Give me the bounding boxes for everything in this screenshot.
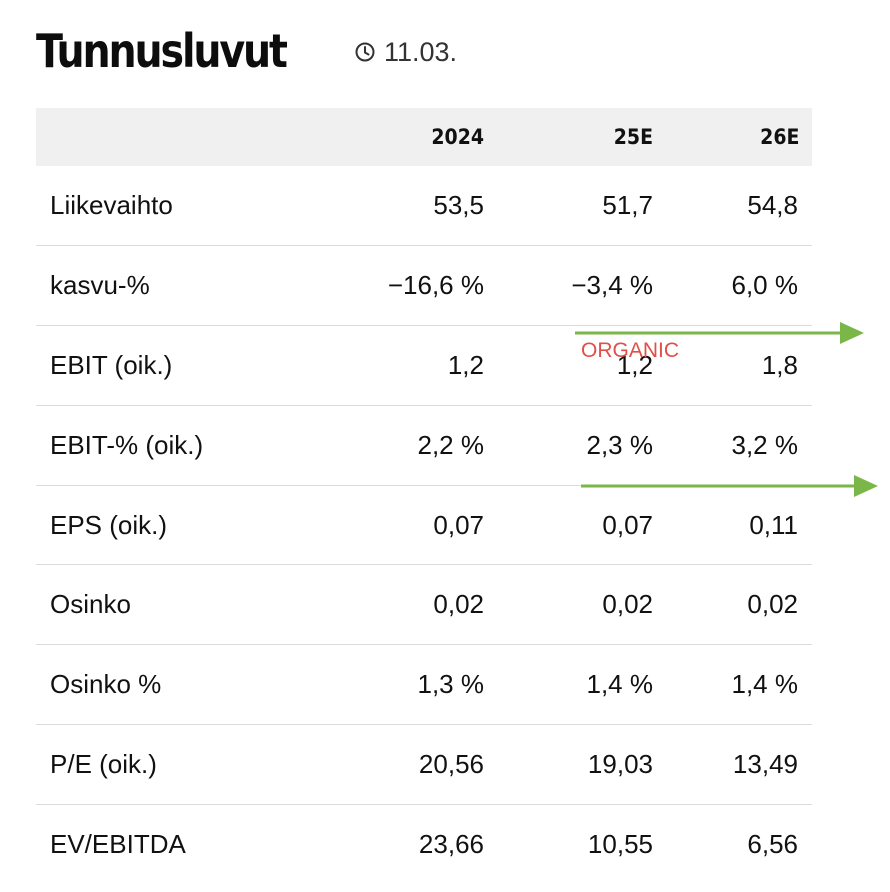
value-cell: 0,07 [602, 509, 653, 540]
value-cell: 0,02 [602, 589, 653, 620]
value-cell: 1,4 % [731, 669, 799, 700]
value-cell: 1,3 % [417, 669, 485, 700]
row-label: kasvu-% [50, 270, 150, 301]
value-cell: 1,2 [447, 349, 484, 380]
value-cell: −16,6 % [387, 270, 484, 301]
value-cell: 51,7 [602, 190, 653, 221]
annotation-arrowhead-top [840, 322, 864, 344]
annotation-arrowhead-bottom [854, 475, 878, 497]
title-row: Tunnusluvut 11.03. [36, 18, 457, 84]
value-cell: 0,11 [749, 509, 798, 540]
page-title: Tunnusluvut [36, 24, 288, 78]
row-label: Osinko % [50, 669, 162, 700]
table-row: Liikevaihto 53,5 51,7 54,8 [36, 166, 812, 246]
table-row: EBIT-% (oik.) 2,2 % 2,3 % 3,2 % [36, 405, 812, 486]
row-label: EPS (oik.) [50, 509, 168, 540]
value-cell: 53,5 [433, 190, 484, 221]
value-cell: 2,3 % [586, 429, 654, 460]
header-cell-label [62, 108, 296, 166]
row-label: P/E (oik.) [50, 748, 157, 779]
value-cell: 23,66 [418, 829, 484, 860]
row-label: EV/EBITDA [50, 829, 186, 860]
value-cell: 3,2 % [731, 429, 799, 460]
value-cell: 10,55 [587, 829, 653, 860]
value-cell: 0,07 [433, 509, 484, 540]
value-cell: 1,8 [761, 349, 798, 380]
table-row: kasvu-% −16,6 % −3,4 % 6,0 % [36, 246, 812, 326]
table-row: EPS (oik.) 0,07 0,07 0,11 [36, 485, 812, 565]
value-cell: 54,8 [747, 190, 798, 221]
clock-icon [355, 42, 375, 62]
header-cell-2024: 2024 [431, 125, 484, 149]
table-row: Osinko 0,02 0,02 0,02 [36, 565, 812, 645]
value-cell: 13,49 [732, 748, 798, 779]
table-header-row: 2024 25E 26E [36, 108, 812, 166]
value-cell: 6,56 [747, 829, 798, 860]
value-cell: 0,02 [433, 589, 484, 620]
row-label: EBIT-% (oik.) [50, 429, 204, 460]
table-row: EBIT (oik.) 1,2 1,2 1,8 [36, 326, 812, 406]
value-cell: 1,2 [616, 349, 653, 380]
update-date: 11.03. [354, 37, 457, 68]
header-cell-25e: 25E [613, 125, 653, 149]
value-cell: −3,4 % [571, 270, 653, 301]
value-cell: 6,0 % [731, 270, 799, 301]
row-label: Liikevaihto [50, 190, 173, 221]
key-figures-table: 2024 25E 26E Liikevaihto 53,5 51,7 54,8 … [36, 108, 812, 884]
date-text: 11.03. [384, 36, 458, 67]
value-cell: 2,2 % [417, 429, 485, 460]
value-cell: 20,56 [418, 748, 484, 779]
value-cell: 19,03 [587, 748, 653, 779]
row-label: EBIT (oik.) [50, 349, 173, 380]
organic-annotation-label: ORGANIC [581, 339, 680, 362]
row-label: Osinko [50, 589, 131, 620]
value-cell: 0,02 [747, 589, 798, 620]
value-cell: 1,4 % [586, 669, 654, 700]
table-row: EV/EBITDA 23,66 10,55 6,56 [36, 804, 812, 884]
table-row: Osinko % 1,3 % 1,4 % 1,4 % [36, 645, 812, 725]
header-cell-26e: 26E [760, 125, 800, 149]
table-row: P/E (oik.) 20,56 19,03 13,49 [36, 725, 812, 805]
